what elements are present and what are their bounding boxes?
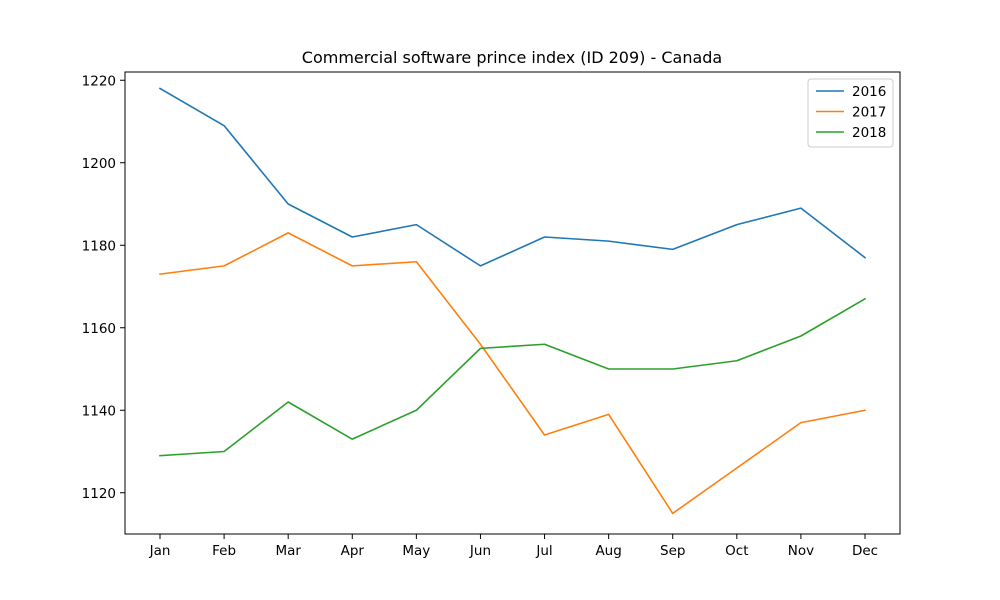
x-tick-label: Feb — [212, 543, 236, 559]
x-tick-label: Jul — [535, 543, 552, 559]
legend-item-2018: 2018 — [816, 125, 886, 141]
y-tick-label: 1200 — [82, 156, 116, 172]
series-layer — [158, 87, 867, 515]
y-tick-label: 1180 — [82, 238, 116, 254]
x-tick-label: Apr — [341, 543, 365, 559]
x-tick-label: Aug — [595, 543, 621, 559]
y-axis: 1120 1140 1160 1180 1200 1220 — [82, 73, 125, 502]
x-tick-label: Sep — [660, 543, 685, 559]
series-line-2018 — [159, 297, 867, 457]
x-tick-label: Dec — [852, 543, 878, 559]
series-line-2016 — [158, 87, 867, 267]
legend-item-2016: 2016 — [816, 84, 886, 100]
legend-item-2017: 2017 — [816, 105, 886, 121]
y-tick-label: 1220 — [82, 73, 116, 89]
y-tick-label: 1160 — [82, 321, 116, 337]
series-2016 — [158, 87, 867, 267]
chart-title: Commercial software prince index (ID 209… — [302, 48, 722, 67]
x-tick-label: Nov — [788, 543, 814, 559]
legend-label: 2016 — [852, 84, 886, 100]
legend-label: 2017 — [852, 105, 886, 121]
series-line-2017 — [159, 232, 866, 515]
plot-area — [124, 71, 901, 535]
series-2018 — [159, 297, 867, 457]
y-tick-label: 1120 — [82, 486, 116, 502]
x-axis: Jan Feb Mar Apr May Jun Jul Aug Sep Oct Nov Dec — [149, 534, 878, 559]
axes-frame — [124, 71, 901, 535]
x-tick-label: May — [402, 543, 430, 559]
legend-label: 2018 — [852, 125, 886, 141]
x-tick-label: Oct — [725, 543, 748, 559]
x-tick-label: Jan — [149, 543, 171, 559]
legend: 2016 2017 2018 — [807, 78, 894, 148]
series-2017 — [159, 232, 866, 515]
y-tick-label: 1140 — [82, 403, 116, 419]
legend-box — [807, 78, 894, 148]
x-tick-label: Jun — [469, 543, 491, 559]
x-tick-label: Mar — [275, 543, 301, 559]
